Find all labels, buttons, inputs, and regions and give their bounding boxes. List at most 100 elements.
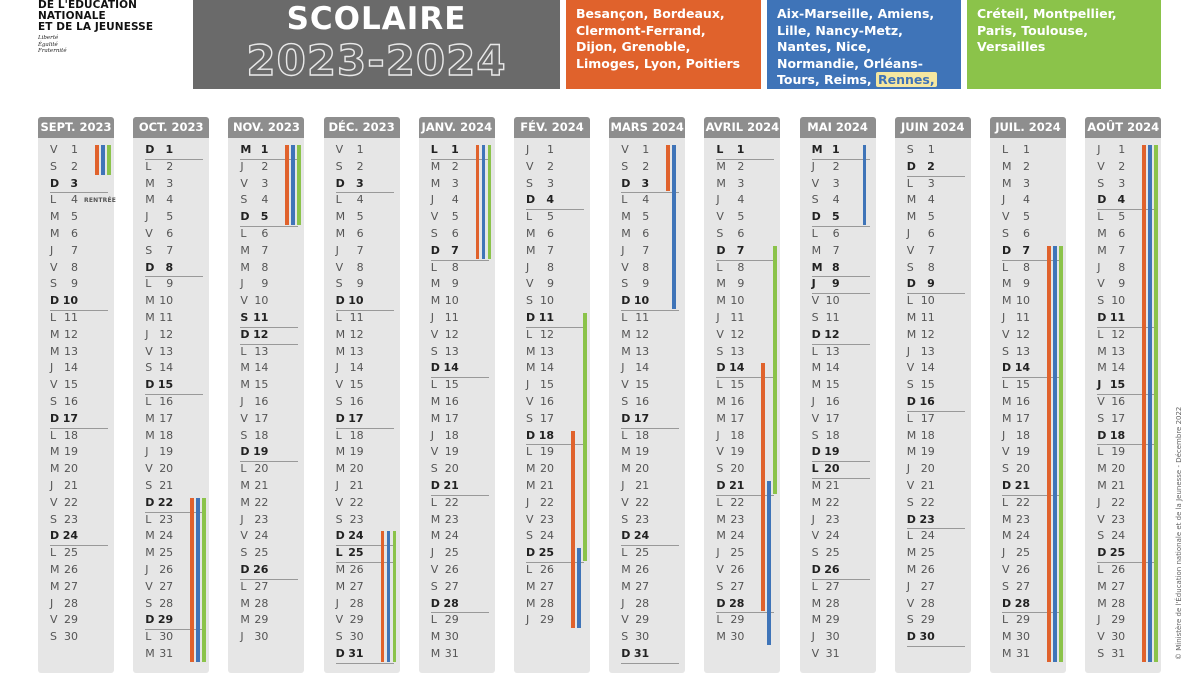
weekday-letter: S [145,243,153,257]
weekday-letter: M [50,579,60,593]
day-number: 6 [1118,227,1126,240]
weekday-letter: S [716,462,724,476]
day-row: M 21 [1097,478,1157,495]
day-row: M 18 [907,428,967,445]
day-number: 20 [824,462,840,476]
weekday-letter: D [335,411,345,425]
weekday-letter: L [526,563,533,576]
day-row: L 26 [526,562,586,579]
month-header: AVRIL 2024 [704,117,781,138]
weekday-letter: M [716,176,726,190]
day-number: 26 [824,563,840,576]
month-header: NOV. 2023 [228,117,305,138]
day-number: 23 [825,512,840,526]
day-row: V 10 [240,293,300,310]
day-number: 20 [1016,462,1030,476]
day-number: 24 [1016,529,1030,543]
day-number: 17 [444,411,459,425]
day-number: 18 [254,428,269,442]
day-row: L 11 [621,310,681,327]
day-row: D 12 [240,327,299,345]
day-number: 16 [635,395,650,408]
day-number: 1 [831,143,840,156]
day-number: 27 [254,579,269,593]
day-number: 17 [920,411,935,425]
day-number: 15 [1109,378,1126,392]
day-row: D 26 [240,562,299,580]
day-row: M 27 [621,579,681,596]
weekday-letter: J [1097,260,1101,274]
month-column: SEPT. 2023 V 1 S 2 D 3 L 4 RENTRÉE M 5 M 6 J 7 V 8 S 9 D 10 L 1… [38,117,116,673]
day-number: 25 [730,546,745,560]
weekday-letter: S [621,512,629,526]
day-number: 3 [641,176,650,190]
weekday-letter: M [1002,512,1012,526]
weekday-letter: M [906,445,917,459]
vacation-bar-zone-c [1059,245,1063,662]
weekday-letter: S [430,344,438,358]
day-row: D 31 [621,646,680,664]
day-row: M 14 [240,360,300,377]
weekday-letter: M [240,495,250,509]
weekday-letter: M [430,277,441,291]
weekday-letter: M [1002,529,1012,543]
weekday-letter: J [1002,193,1006,207]
weekday-letter: M [430,395,441,408]
weekday-letter: M [526,344,536,358]
day-number: 30 [159,630,174,644]
day-number: 31 [633,647,650,660]
day-row: L 4 RENTRÉE [50,192,116,209]
day-number: 28 [635,596,650,610]
day-row: S 11 [812,310,872,327]
day-number: 8 [927,260,935,274]
zone-c-legend: Créteil, Montpellier, Paris, Toulouse, V… [967,0,1161,89]
weekday-letter: J [716,546,720,560]
day-number: 8 [1023,260,1030,274]
logo-line-2: NATIONALE [38,10,106,22]
day-row: J 18 [1002,428,1062,445]
weekday-letter: V [621,613,629,627]
day-row: L 13 [240,344,300,361]
day-row: M 17 [716,411,776,428]
day-number: 29 [540,613,554,627]
weekday-letter: J [906,227,911,240]
weekday-letter: L [145,159,152,173]
day-row: M 19 [621,444,681,461]
day-row: L 18 [621,428,681,445]
day-row: L 12 [1097,327,1157,344]
day-number: 2 [1023,159,1030,173]
weekday-letter: J [430,428,435,442]
day-number: 22 [540,495,554,509]
day-number: 16 [64,395,78,408]
weekday-letter: J [621,596,625,610]
weekday-letter: J [1097,143,1101,156]
day-number: 10 [159,294,174,308]
day-number: 29 [730,613,745,627]
copyright-note: © Ministère de l'Éducation nationale et … [1175,406,1183,660]
weekday-letter: J [1002,428,1006,442]
day-row: V 28 [907,596,967,613]
weekday-letter: S [526,294,533,308]
day-row: J 11 [1002,310,1062,327]
weekday-letter: M [906,563,917,576]
day-number: 5 [831,210,840,224]
day-number: 13 [730,344,745,358]
day-number: 7 [927,243,935,257]
day-row: S 23 [336,512,396,529]
weekday-letter: D [621,529,631,543]
day-number: 18 [159,428,174,442]
weekday-letter: M [811,495,822,509]
weekday-letter: J [716,311,720,324]
day-number: 24 [540,529,554,543]
day-number: 2 [1118,159,1126,173]
weekday-letter: V [145,579,153,593]
weekday-letter: J [906,462,911,476]
weekday-letter: J [526,378,530,392]
day-row: J 29 [1097,612,1157,629]
day-number: 5 [356,210,364,224]
